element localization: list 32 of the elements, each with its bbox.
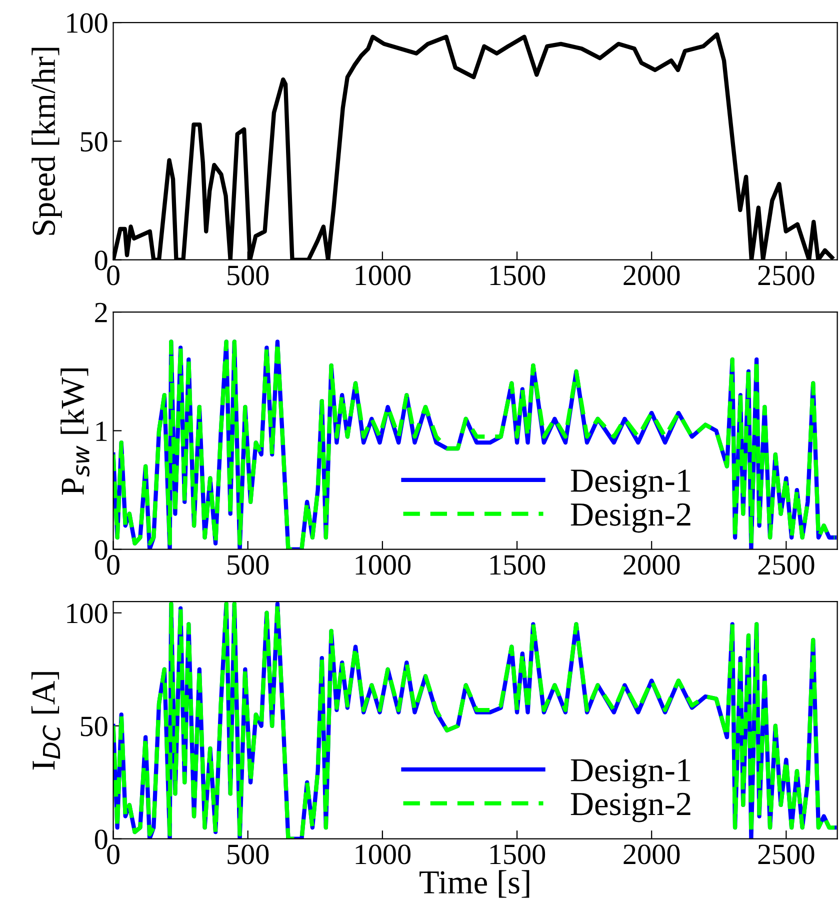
y-tick-label: 0 (94, 830, 108, 850)
y-axis-title: P$_{sw}$ [kW] (60, 368, 90, 495)
x-tick-label: 2000 (624, 844, 680, 864)
x-tick-label: 2500 (758, 555, 814, 575)
x-tick-label: 1500 (490, 555, 546, 575)
x-tick-label: 2500 (758, 844, 814, 864)
x-axis-title: Time [s] (420, 870, 530, 898)
y-tick-label: 1 (96, 422, 107, 441)
y-axis-title: I$_{DC}$ [A] (31, 672, 60, 770)
y-axis-title: Speed [km/hr] (32, 48, 62, 235)
legend-label: Design-2 (570, 792, 690, 822)
x-tick-label: 2500 (758, 266, 814, 286)
legend-label: Design-2 (570, 503, 690, 533)
x-tick-label: 1000 (356, 844, 410, 864)
x-tick-label: 1500 (490, 844, 546, 864)
y-tick-label: 100 (67, 13, 108, 33)
x-tick-label: 500 (228, 844, 269, 864)
x-tick-label: 500 (228, 555, 269, 575)
x-tick-label: 2000 (624, 266, 680, 286)
x-tick-label: 1000 (356, 266, 410, 286)
x-tick-label: 1500 (490, 266, 546, 286)
x-tick-label: 1000 (356, 555, 410, 575)
y-tick-label: 2 (95, 302, 107, 322)
legend-label: Design-1 (570, 470, 690, 499)
x-tick-label: 500 (228, 266, 269, 286)
y-tick-label: 0 (94, 540, 108, 560)
y-tick-label: 100 (67, 604, 108, 624)
legend-label: Design-1 (570, 759, 690, 788)
y-tick-label: 50 (80, 716, 108, 736)
y-tick-label: 50 (80, 132, 108, 152)
x-tick-label: 2000 (624, 555, 680, 575)
y-tick-label: 0 (94, 250, 108, 270)
